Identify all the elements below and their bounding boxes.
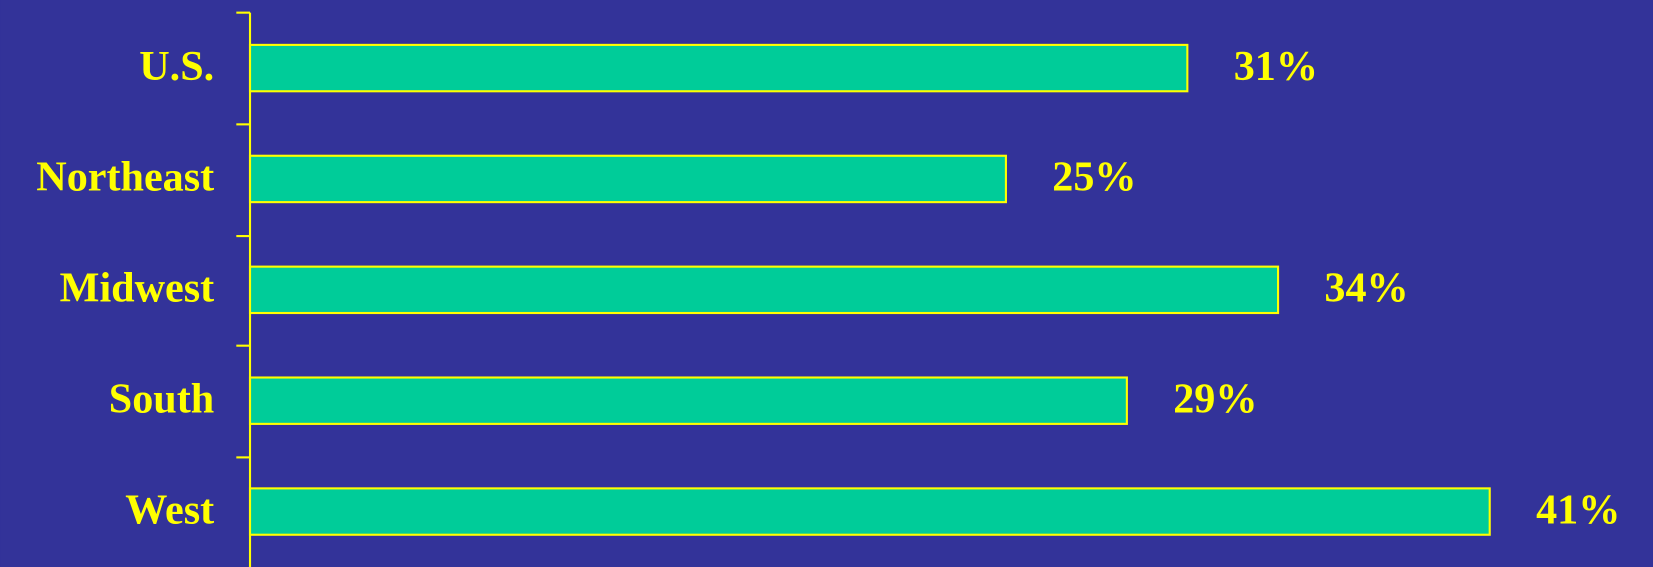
category-label: Northeast xyxy=(36,154,214,201)
bar xyxy=(248,43,1189,93)
bar xyxy=(248,265,1280,315)
value-label: 41% xyxy=(1536,486,1620,533)
bar xyxy=(248,154,1007,204)
category-label: Midwest xyxy=(60,265,215,312)
value-label: 25% xyxy=(1052,154,1136,201)
value-label: 31% xyxy=(1234,43,1318,90)
category-label: West xyxy=(125,486,214,533)
value-label: 29% xyxy=(1173,375,1257,422)
bar xyxy=(248,487,1491,536)
bar xyxy=(248,376,1128,425)
category-label: South xyxy=(109,375,214,422)
value-label: 34% xyxy=(1324,265,1408,312)
category-label: U.S. xyxy=(139,43,214,90)
